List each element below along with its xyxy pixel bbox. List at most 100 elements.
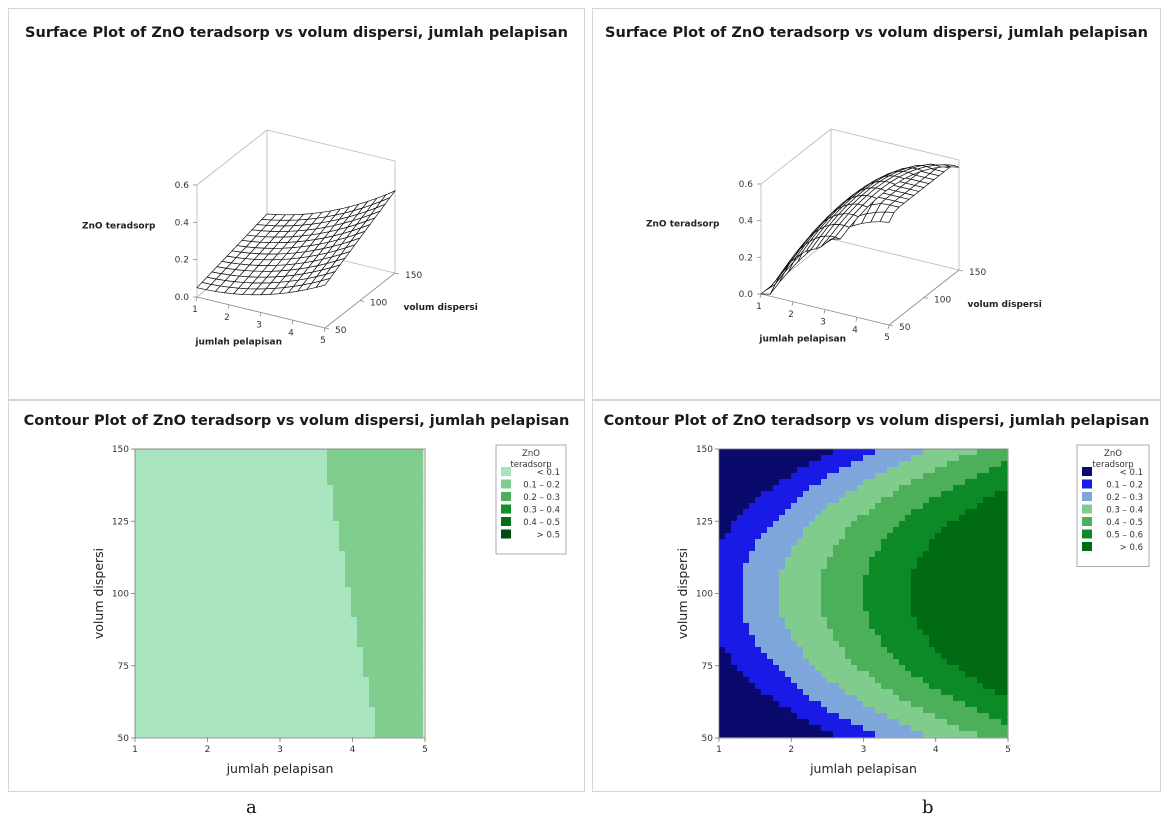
contour-cell — [863, 527, 870, 534]
contour-cell — [417, 617, 424, 624]
contour-cell — [833, 647, 840, 654]
contour-cell — [405, 491, 412, 498]
contour-cell — [213, 611, 220, 618]
contour-cell — [719, 515, 726, 522]
contour-cell — [315, 473, 322, 480]
contour-cell — [297, 587, 304, 594]
contour-cell — [315, 461, 322, 468]
contour-cell — [923, 491, 930, 498]
contour-cell — [935, 485, 942, 492]
contour-cell — [285, 545, 292, 552]
contour-cell — [953, 713, 960, 720]
contour-cell — [923, 503, 930, 510]
contour-cell — [321, 473, 328, 480]
contour-cell — [821, 521, 828, 528]
contour-cell — [339, 503, 346, 510]
contour-cell — [369, 479, 376, 486]
contour-cell — [171, 461, 178, 468]
contour-cell — [869, 617, 876, 624]
contour-cell — [213, 605, 220, 612]
contour-cell — [327, 455, 334, 462]
contour-cell — [983, 527, 990, 534]
contour-cell — [339, 713, 346, 720]
contour-cell — [303, 719, 310, 726]
contour-cell — [357, 449, 364, 456]
contour-cell — [851, 725, 858, 732]
contour-cell — [761, 731, 768, 738]
contour-cell — [201, 467, 208, 474]
contour-cell — [357, 671, 364, 678]
contour-cell — [737, 587, 744, 594]
contour-cell — [345, 479, 352, 486]
contour-cell — [243, 683, 250, 690]
contour-cell — [761, 629, 768, 636]
contour-cell — [743, 563, 750, 570]
contour-cell — [297, 485, 304, 492]
contour-cell — [363, 653, 370, 660]
contour-cell — [809, 731, 816, 738]
contour-cell — [291, 605, 298, 612]
contour-cell — [935, 701, 942, 708]
contour-cell — [881, 701, 888, 708]
contour-cell — [743, 473, 750, 480]
contour-cell — [809, 467, 816, 474]
contour-cell — [273, 623, 280, 630]
contour-cell — [321, 719, 328, 726]
contour-cell — [809, 545, 816, 552]
contour-cell — [917, 563, 924, 570]
contour-cell — [201, 581, 208, 588]
contour-cell — [255, 677, 262, 684]
contour-cell — [369, 467, 376, 474]
contour-cell — [929, 575, 936, 582]
contour-cell — [279, 653, 286, 660]
contour-cell — [249, 647, 256, 654]
contour-cell — [743, 641, 750, 648]
contour-cell — [285, 635, 292, 642]
contour-cell — [755, 491, 762, 498]
contour-cell — [749, 725, 756, 732]
contour-cell — [171, 719, 178, 726]
contour-cell — [803, 677, 810, 684]
contour-cell — [195, 587, 202, 594]
contour-cell — [189, 491, 196, 498]
contour-cell — [929, 653, 936, 660]
contour-cell — [803, 695, 810, 702]
contour-cell — [345, 647, 352, 654]
contour-cell — [141, 671, 148, 678]
contour-cell — [905, 467, 912, 474]
contour-cell — [135, 671, 142, 678]
contour-cell — [803, 683, 810, 690]
contour-cell — [953, 665, 960, 672]
contour-cell — [237, 599, 244, 606]
contour-cell — [225, 677, 232, 684]
contour-cell — [291, 539, 298, 546]
contour-cell — [839, 611, 846, 618]
contour-cell — [387, 551, 394, 558]
contour-cell — [297, 611, 304, 618]
contour-cell — [279, 671, 286, 678]
contour-cell — [189, 725, 196, 732]
contour-cell — [827, 569, 834, 576]
contour-cell — [737, 653, 744, 660]
contour-cell — [267, 701, 274, 708]
contour-cell — [165, 665, 172, 672]
contour-cell — [719, 569, 726, 576]
contour-cell — [923, 731, 930, 738]
contour-cell — [857, 557, 864, 564]
contour-cell — [881, 683, 888, 690]
contour-cell — [803, 629, 810, 636]
contour-cell — [953, 479, 960, 486]
contour-cell — [779, 533, 786, 540]
contour-cell — [267, 575, 274, 582]
contour-cell — [905, 449, 912, 456]
contour-cell — [779, 659, 786, 666]
contour-cell — [303, 659, 310, 666]
contour-cell — [731, 557, 738, 564]
contour-cell — [327, 581, 334, 588]
contour-cell — [911, 617, 918, 624]
contour-cell — [929, 461, 936, 468]
contour-cell — [881, 587, 888, 594]
contour-cell — [399, 671, 406, 678]
contour-cell — [923, 677, 930, 684]
contour-cell — [195, 689, 202, 696]
